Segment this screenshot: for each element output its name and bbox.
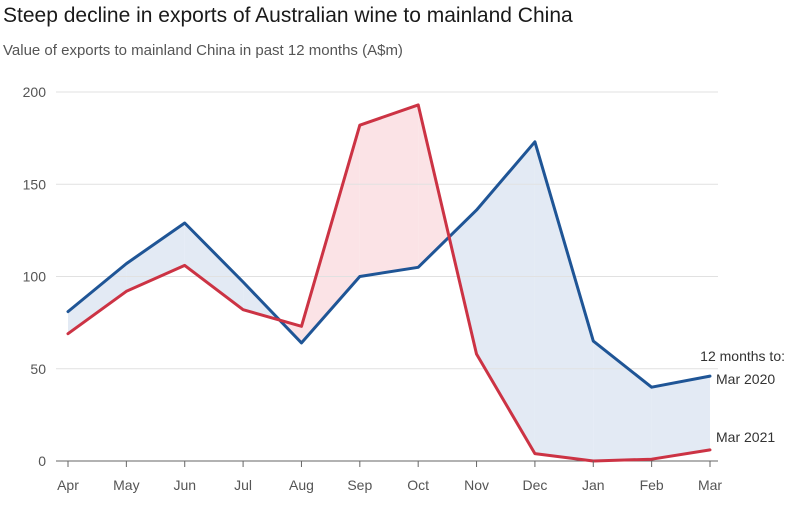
difference-fill (68, 263, 127, 334)
x-tick-label: Oct (407, 477, 429, 493)
difference-fill (534, 141, 594, 462)
x-tick-label: Nov (464, 477, 489, 493)
difference-fill (126, 223, 185, 292)
difference-fill (449, 210, 477, 354)
y-tick-label: 100 (23, 269, 47, 285)
x-tick-label: Apr (57, 477, 79, 493)
x-tick-label: Feb (640, 477, 664, 493)
difference-fill (651, 376, 710, 460)
x-tick-label: Jun (173, 477, 196, 493)
difference-fill (359, 104, 419, 277)
difference-fill-layer (68, 104, 710, 462)
x-tick-label: Sep (347, 477, 372, 493)
difference-fill (418, 104, 450, 268)
series-label: Mar 2021 (716, 429, 775, 445)
difference-fill (476, 141, 535, 454)
y-tick-label: 200 (23, 84, 47, 100)
x-tick-label: Jan (582, 477, 605, 493)
chart-subtitle: Value of exports to mainland China in pa… (3, 42, 403, 59)
legend-heading: 12 months to: (700, 348, 785, 364)
y-tick-label: 150 (23, 176, 47, 192)
series-lines (66, 103, 712, 463)
y-tick-label: 0 (38, 453, 46, 469)
axis-ticks: 0 50 100 150 200 Apr May Jun Jul Aug Sep Oct Nov Dec J… (23, 84, 723, 493)
difference-fill (593, 341, 652, 461)
x-tick-label: Mar (698, 477, 722, 493)
gridlines (56, 91, 718, 462)
x-tick-label: Jul (234, 477, 252, 493)
x-tick-label: Aug (289, 477, 314, 493)
difference-fill (184, 223, 244, 310)
x-tick-label: Dec (522, 477, 547, 493)
series-line-1 (66, 103, 712, 463)
x-tick-label: May (113, 477, 139, 493)
series-label: Mar 2020 (716, 371, 775, 387)
series-line-0 (66, 140, 712, 389)
y-tick-label: 50 (30, 361, 46, 377)
legend: 12 months to: Mar 2020 Mar 2021 (700, 348, 785, 445)
chart-title: Steep decline in exports of Australian w… (3, 4, 573, 27)
